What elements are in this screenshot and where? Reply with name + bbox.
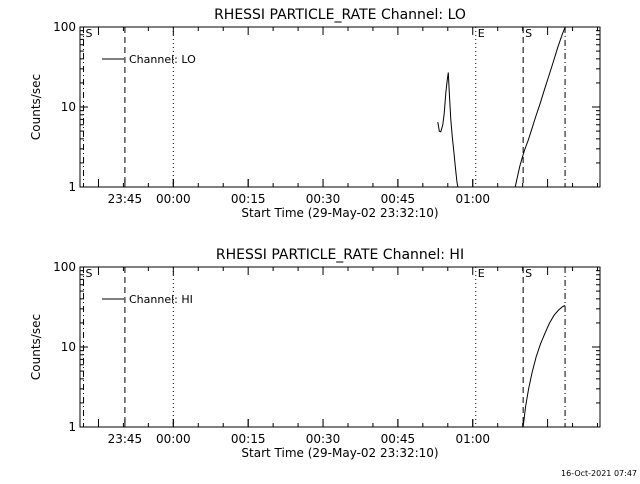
x-tick-label: 00:15 (231, 192, 266, 206)
x-tick-label: 00:15 (231, 432, 266, 446)
y-tick-label: 100 (53, 20, 76, 34)
x-tick-label: 00:30 (306, 192, 341, 206)
event-marker-label: E (478, 27, 485, 40)
y-tick-label: 100 (53, 260, 76, 274)
legend-entry: Channel: LO (129, 53, 196, 66)
event-marker-label: S (525, 27, 532, 40)
chart-panels: RHESSI PARTICLE_RATE Channel: LO 1 10 100 Co… (29, 7, 601, 460)
x-tick-label: 01:00 (455, 192, 490, 206)
legend-entry: Channel: HI (129, 293, 193, 306)
chart-panel-2: RHESSI PARTICLE_RATE Channel: HI 1 10 100 Co… (29, 247, 601, 460)
x-axis-label: Start Time (29-May-02 23:32:10) (241, 446, 438, 460)
event-marker-label: E (478, 267, 485, 280)
plot-frame (79, 266, 601, 428)
plot-frame (79, 26, 601, 188)
event-marker-label: S (85, 27, 92, 40)
event-marker-label: S (525, 267, 532, 280)
x-tick-label: 23:45 (108, 192, 143, 206)
x-tick-label: 00:00 (156, 192, 191, 206)
x-tick-label: 00:00 (156, 432, 191, 446)
x-tick-label: 23:45 (108, 432, 143, 446)
event-marker-label: S (85, 267, 92, 280)
y-axis-label: Counts/sec (29, 314, 43, 380)
y-tick-label: 10 (61, 100, 76, 114)
series-line (437, 72, 459, 188)
x-axis-label: Start Time (29-May-02 23:32:10) (241, 206, 438, 220)
chart-title: RHESSI PARTICLE_RATE Channel: LO (214, 7, 466, 23)
chart-title: RHESSI PARTICLE_RATE Channel: HI (216, 247, 464, 263)
y-axis-label: Counts/sec (29, 74, 43, 140)
y-tick-label: 1 (68, 180, 76, 194)
series-line (522, 305, 566, 428)
y-tick-label: 10 (61, 340, 76, 354)
x-tick-label: 00:30 (306, 432, 341, 446)
x-tick-label: 01:00 (455, 432, 490, 446)
chart-panel-1: RHESSI PARTICLE_RATE Channel: LO 1 10 100 Co… (29, 7, 601, 220)
series-line (514, 26, 566, 188)
y-tick-label: 1 (68, 420, 76, 434)
x-tick-label: 00:45 (381, 432, 416, 446)
footer-timestamp: 16-Oct-2021 07:47 (561, 469, 637, 478)
x-tick-label: 00:45 (381, 192, 416, 206)
